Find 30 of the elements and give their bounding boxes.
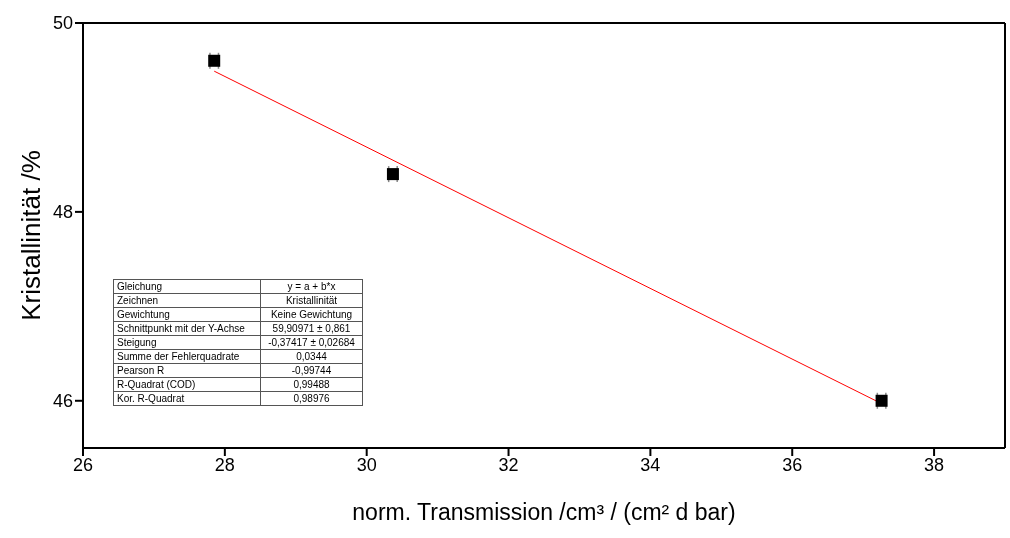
y-tick-label: 48 bbox=[52, 202, 73, 223]
annotation: Kor. R-Quadrat bbox=[113, 391, 261, 406]
annotation: 0,0344 bbox=[260, 349, 363, 364]
annotation: Zeichnen bbox=[113, 293, 261, 308]
annotation: Schnittpunkt mit der Y-Achse bbox=[113, 321, 261, 336]
annotation: Kristallinität bbox=[260, 293, 363, 308]
annotation: Gleichung bbox=[113, 279, 261, 294]
annotation: R-Quadrat (COD) bbox=[113, 377, 261, 392]
x-tick-label: 34 bbox=[640, 454, 661, 475]
x-tick-label: 26 bbox=[72, 454, 94, 475]
annotation: 0,99488 bbox=[260, 377, 363, 392]
x-tick-label: 28 bbox=[214, 454, 235, 475]
x-tick-label: 38 bbox=[924, 454, 945, 475]
annotation: y = a + b*x bbox=[260, 279, 363, 294]
y-tick-label: 46 bbox=[52, 391, 73, 412]
x-tick-label: 36 bbox=[782, 454, 803, 475]
annotation: Keine Gewichtung bbox=[260, 307, 363, 322]
y-tick-label: 50 bbox=[52, 13, 73, 34]
annotation: Pearson R bbox=[113, 363, 261, 378]
annotation: -0,99744 bbox=[260, 363, 363, 378]
annotation: -0,37417 ± 0,02684 bbox=[260, 335, 363, 350]
x-tick-label: 32 bbox=[498, 454, 519, 475]
annotation: Summe der Fehlerquadrate bbox=[113, 349, 261, 364]
annotation: Gewichtung bbox=[113, 307, 261, 322]
annotation: Steigung bbox=[113, 335, 261, 350]
x-tick-label: 30 bbox=[356, 454, 377, 475]
annotation: 59,90971 ± 0,861 bbox=[260, 321, 363, 336]
y-axis-title: Kristallinität /% bbox=[16, 150, 46, 321]
annotation: 0,98976 bbox=[260, 391, 363, 406]
x-axis-title: norm. Transmission /cm³ / (cm² d bar) bbox=[352, 499, 736, 525]
